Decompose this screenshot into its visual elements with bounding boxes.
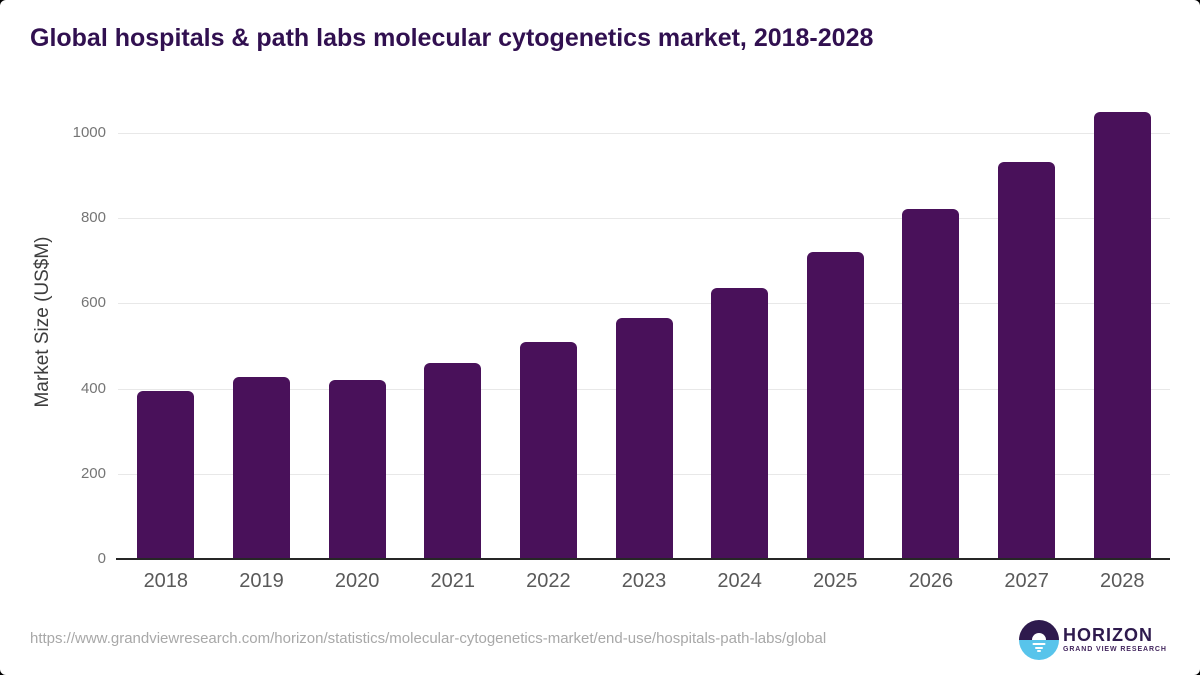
bar-slot <box>979 162 1075 559</box>
x-tick-label-2019: 2019 <box>239 570 284 592</box>
x-tick-label-2018: 2018 <box>143 570 189 592</box>
gridline-800 <box>118 218 1170 220</box>
x-tick-label-2028: 2028 <box>1099 570 1145 592</box>
sun-reflection-line <box>1037 650 1041 652</box>
bar-2023 <box>615 317 673 559</box>
y-tick-label-400: 400 <box>80 379 106 397</box>
y-tick-label-200: 200 <box>80 464 106 482</box>
bar-slot <box>1074 111 1170 559</box>
x-tick-label-2027: 2027 <box>1004 570 1049 592</box>
sun-reflection-line <box>1032 642 1046 645</box>
bar-2018 <box>137 390 195 559</box>
plot-area <box>116 111 1170 560</box>
bar-slot <box>596 317 692 559</box>
gridline-600 <box>118 303 1170 305</box>
logo-tagline: GRAND VIEW RESEARCH <box>1063 646 1167 653</box>
bar-slot <box>501 342 597 559</box>
bars <box>118 111 1170 559</box>
y-tick-label-800: 800 <box>80 209 106 227</box>
bar-2020 <box>328 380 386 559</box>
x-tick-label-2021: 2021 <box>430 570 475 592</box>
bar-slot <box>309 380 405 559</box>
logo-brand: HORIZON <box>1063 625 1153 645</box>
y-tick-label-0: 0 <box>97 550 106 567</box>
x-tick-label-2025: 2025 <box>813 570 858 592</box>
bar-slot <box>118 390 214 559</box>
x-tick-label-2024: 2024 <box>717 570 762 592</box>
sun-reflection-line <box>1035 646 1043 649</box>
x-tick-label-2020: 2020 <box>334 570 380 592</box>
x-axis-line <box>116 558 1170 560</box>
bar-2028 <box>1093 111 1151 559</box>
bar-2025 <box>806 252 864 559</box>
horizon-logo: HORIZON GRAND VIEW RESEARCH <box>1019 620 1167 660</box>
bar-slot <box>405 363 501 559</box>
y-tick-label-1000: 1000 <box>72 124 106 141</box>
x-tick-label-2023: 2023 <box>621 570 667 592</box>
sun-icon <box>1032 633 1046 640</box>
bar-2026 <box>902 208 960 559</box>
bar-2024 <box>711 287 769 559</box>
y-tick-label-600: 600 <box>80 294 106 312</box>
bar-slot <box>883 208 979 559</box>
x-tick-label-2026: 2026 <box>908 570 954 592</box>
bar-2027 <box>998 162 1056 559</box>
logo-text: HORIZON GRAND VIEW RESEARCH <box>1063 626 1167 654</box>
source-url: https://www.grandviewresearch.com/horizo… <box>30 630 827 647</box>
y-axis-ticks: 0 200 400 600 800 1000 <box>0 124 106 567</box>
bar-2022 <box>519 342 577 559</box>
bar-slot <box>214 376 310 559</box>
bar-2021 <box>424 363 482 559</box>
gridline-1000 <box>118 133 1170 134</box>
bar-2019 <box>232 376 290 559</box>
bar-slot <box>692 287 788 559</box>
x-axis-ticks: 2018 2019 2020 2021 2022 2023 2024 2025 2026 2027… <box>118 570 1170 593</box>
x-tick-label-2022: 2022 <box>526 570 571 592</box>
bar-slot <box>787 252 883 559</box>
horizon-logo-icon <box>1019 620 1059 660</box>
chart-title: Global hospitals & path labs molecular c… <box>30 24 874 52</box>
